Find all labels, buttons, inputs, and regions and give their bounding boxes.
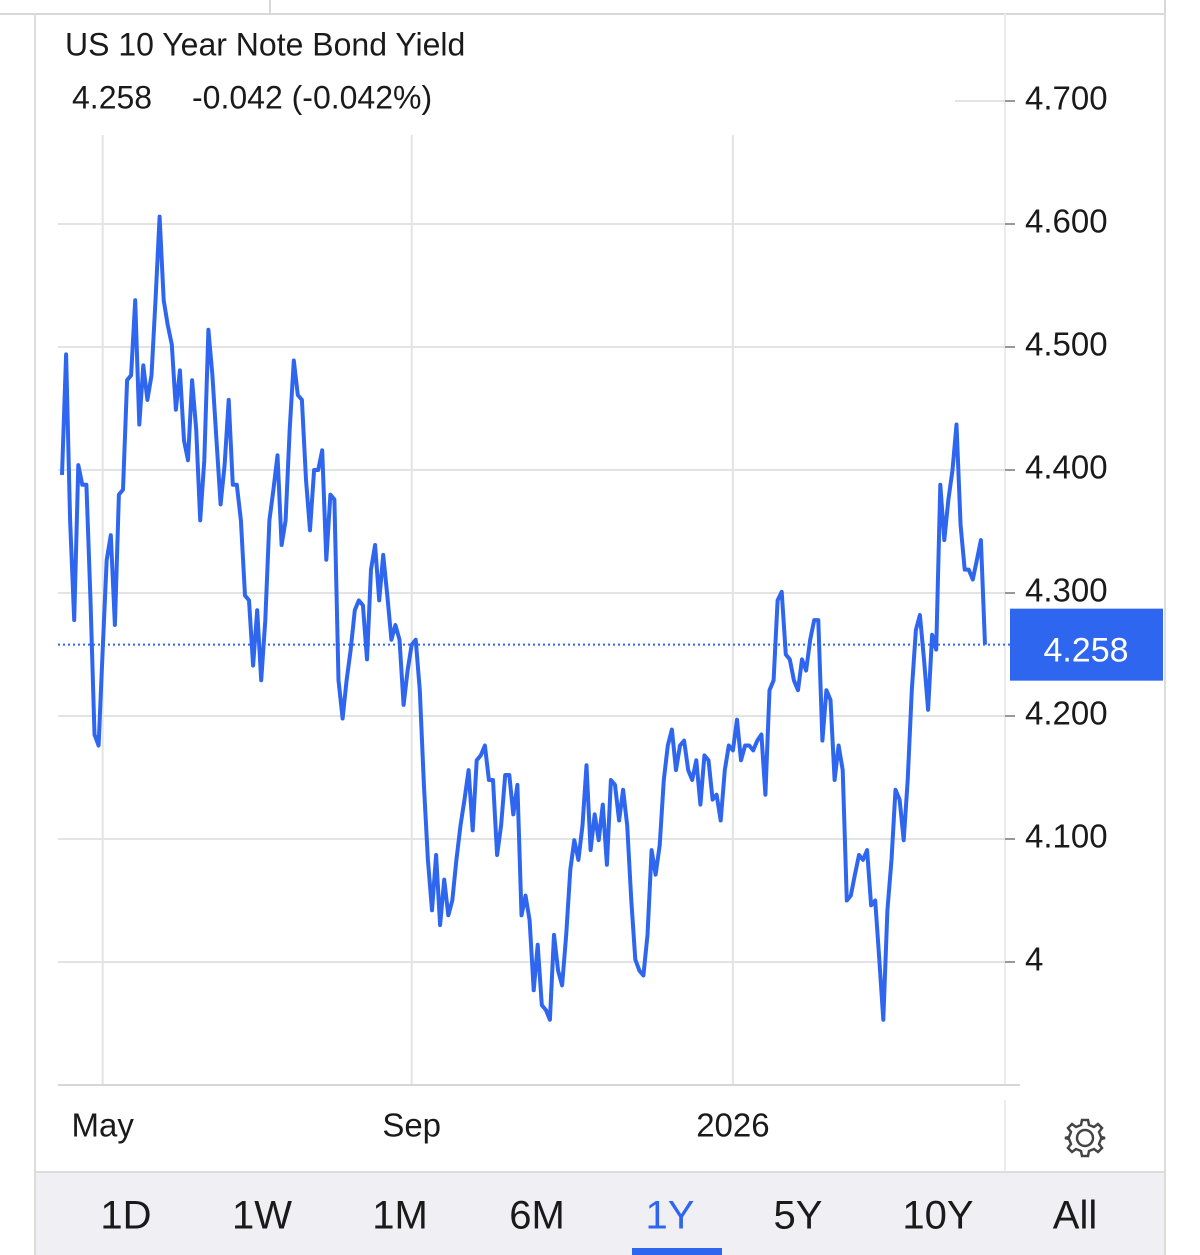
range-button[interactable]: All — [1053, 1194, 1097, 1238]
chart-title: US 10 Year Note Bond Yield — [65, 26, 465, 62]
range-button[interactable]: 5Y — [774, 1194, 823, 1238]
line-series — [60, 214, 987, 1022]
price: 4.258 — [72, 79, 152, 115]
y-tick-label: 4.700 — [1025, 80, 1108, 117]
range-button[interactable]: 6M — [509, 1194, 565, 1238]
top-tab — [269, 0, 1166, 15]
y-tick-label: 4 — [1025, 941, 1043, 978]
range-button[interactable]: 1M — [372, 1194, 428, 1238]
range-selected-underline — [632, 1248, 722, 1255]
range-button[interactable]: 1W — [232, 1194, 292, 1238]
y-tick-label: 4.600 — [1025, 203, 1108, 240]
x-tick-label: May — [71, 1107, 134, 1144]
range-button[interactable]: 1Y — [646, 1194, 695, 1238]
y-tick-label: 4.500 — [1025, 326, 1108, 363]
range-button[interactable]: 1D — [100, 1194, 151, 1238]
price-tag-label: 4.258 — [1043, 632, 1128, 670]
x-tick-label: 2026 — [696, 1107, 769, 1144]
change: -0.042 (-0.042%) — [192, 79, 432, 115]
range-button[interactable]: 10Y — [902, 1194, 973, 1238]
y-tick-label: 4.300 — [1025, 572, 1108, 609]
y-tick-label: 4.100 — [1025, 818, 1108, 855]
y-tick-label: 4.400 — [1025, 449, 1108, 486]
settings-icon[interactable] — [1064, 1118, 1106, 1158]
price-tag — [1010, 608, 1163, 681]
range-bar — [36, 1172, 1164, 1255]
x-tick-label: Sep — [382, 1107, 441, 1144]
y-tick-label: 4.200 — [1025, 695, 1108, 732]
